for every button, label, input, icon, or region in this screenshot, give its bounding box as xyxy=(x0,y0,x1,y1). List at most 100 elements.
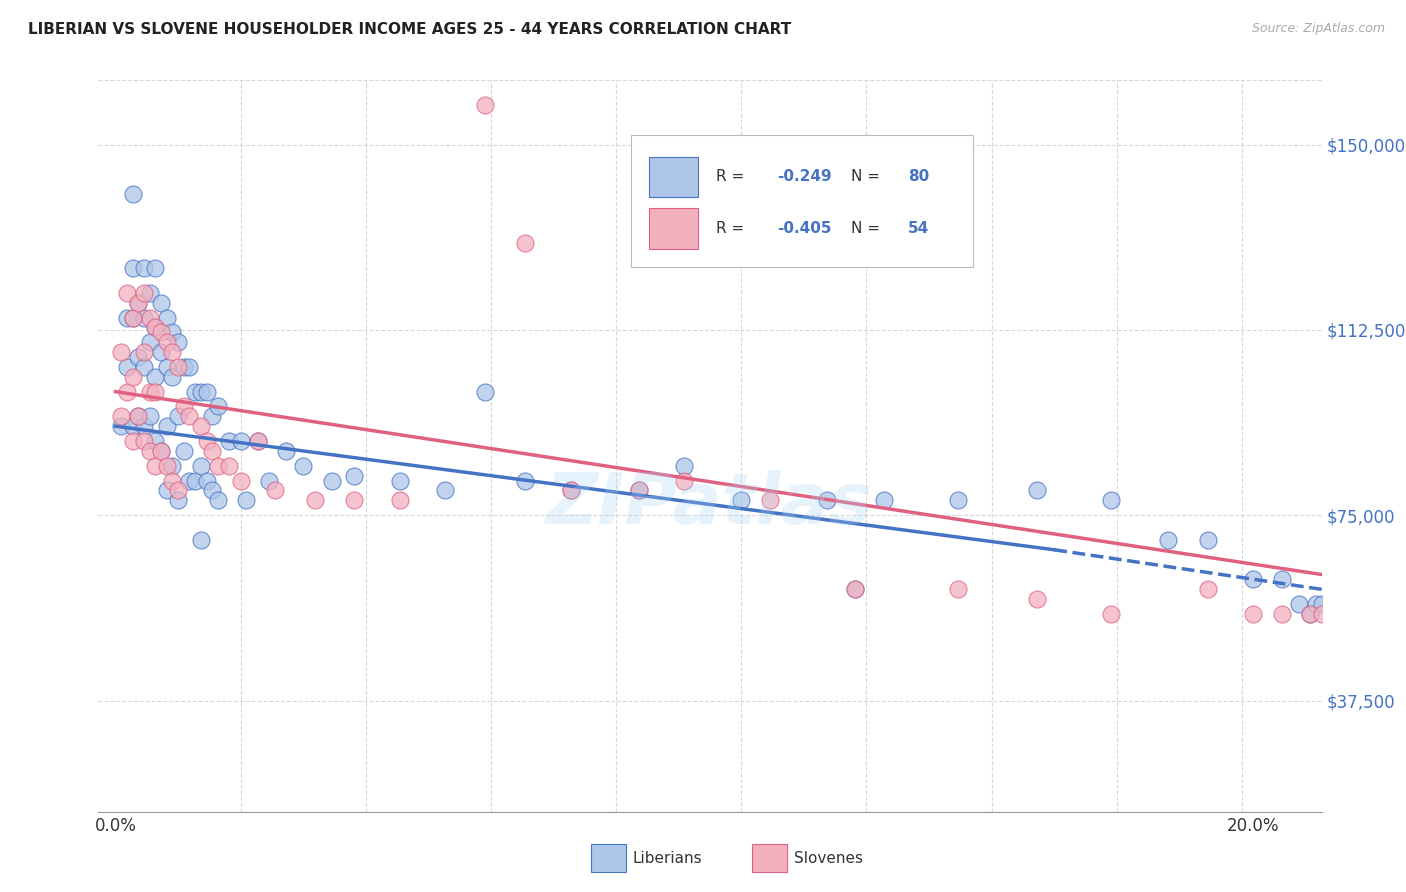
Point xyxy=(1157,533,1180,547)
Point xyxy=(229,474,252,488)
Point xyxy=(121,261,143,276)
Point xyxy=(513,474,536,488)
Point xyxy=(560,483,582,498)
Point xyxy=(167,335,190,350)
Point xyxy=(190,458,212,473)
Point xyxy=(1197,533,1219,547)
Point xyxy=(184,474,207,488)
Point xyxy=(1305,597,1327,611)
Point xyxy=(150,295,173,310)
Point xyxy=(110,409,132,424)
Point xyxy=(173,400,195,414)
Text: R =: R = xyxy=(716,220,749,235)
Point xyxy=(167,359,190,374)
Point xyxy=(190,419,212,434)
Point xyxy=(121,419,143,434)
Point xyxy=(872,493,894,508)
FancyBboxPatch shape xyxy=(630,136,973,267)
Point xyxy=(127,350,149,364)
Point xyxy=(179,359,201,374)
Point xyxy=(257,474,280,488)
Point xyxy=(844,582,866,597)
Point xyxy=(132,359,155,374)
Point xyxy=(173,359,195,374)
Point xyxy=(560,483,582,498)
Point xyxy=(110,419,132,434)
Point xyxy=(167,483,190,498)
Text: Liberians: Liberians xyxy=(633,851,703,865)
Point xyxy=(162,458,184,473)
Point xyxy=(127,295,149,310)
Point xyxy=(179,409,201,424)
Point xyxy=(143,261,166,276)
Point xyxy=(1026,592,1049,607)
Point xyxy=(201,409,224,424)
Bar xyxy=(650,157,697,197)
Point xyxy=(201,444,224,458)
Point xyxy=(156,458,179,473)
Point xyxy=(121,434,143,448)
Point xyxy=(121,186,143,201)
Text: N =: N = xyxy=(851,220,884,235)
Point xyxy=(673,474,696,488)
Point xyxy=(474,384,496,399)
Point xyxy=(156,359,179,374)
Point xyxy=(1299,607,1322,621)
Text: -0.405: -0.405 xyxy=(778,220,832,235)
Point xyxy=(132,434,155,448)
Point xyxy=(434,483,457,498)
Point xyxy=(513,236,536,251)
Point xyxy=(179,474,201,488)
Point xyxy=(263,483,285,498)
Point xyxy=(115,384,138,399)
Point xyxy=(218,434,240,448)
Point xyxy=(276,444,298,458)
Text: Slovenes: Slovenes xyxy=(794,851,863,865)
Point xyxy=(127,409,149,424)
Point xyxy=(388,493,411,508)
Point xyxy=(127,295,149,310)
Point xyxy=(150,345,173,359)
Point xyxy=(143,458,166,473)
Point xyxy=(1197,582,1219,597)
Point xyxy=(138,285,160,300)
Text: 80: 80 xyxy=(908,169,929,185)
Point xyxy=(132,310,155,325)
Point xyxy=(121,310,143,325)
Point xyxy=(138,384,160,399)
Point xyxy=(195,384,218,399)
Point xyxy=(1310,607,1333,621)
Point xyxy=(156,335,179,350)
Point xyxy=(110,345,132,359)
Point xyxy=(143,320,166,334)
Point xyxy=(730,493,752,508)
Point xyxy=(173,444,195,458)
Point xyxy=(190,533,212,547)
Point xyxy=(207,458,229,473)
Point xyxy=(946,582,969,597)
Point xyxy=(207,400,229,414)
Point xyxy=(1241,607,1264,621)
Point xyxy=(184,384,207,399)
Point xyxy=(844,582,866,597)
Point xyxy=(229,434,252,448)
Point xyxy=(150,444,173,458)
Point xyxy=(207,493,229,508)
Point xyxy=(115,359,138,374)
Point xyxy=(167,409,190,424)
Text: LIBERIAN VS SLOVENE HOUSEHOLDER INCOME AGES 25 - 44 YEARS CORRELATION CHART: LIBERIAN VS SLOVENE HOUSEHOLDER INCOME A… xyxy=(28,22,792,37)
Point xyxy=(138,310,160,325)
Point xyxy=(167,493,190,508)
Point xyxy=(1026,483,1049,498)
Point xyxy=(150,444,173,458)
Point xyxy=(1310,597,1333,611)
Point xyxy=(1099,607,1122,621)
Point xyxy=(143,320,166,334)
Point xyxy=(218,458,240,473)
Point xyxy=(673,458,696,473)
Text: 54: 54 xyxy=(908,220,929,235)
Point xyxy=(121,310,143,325)
Point xyxy=(627,483,650,498)
Point xyxy=(758,493,780,508)
Point xyxy=(162,474,184,488)
